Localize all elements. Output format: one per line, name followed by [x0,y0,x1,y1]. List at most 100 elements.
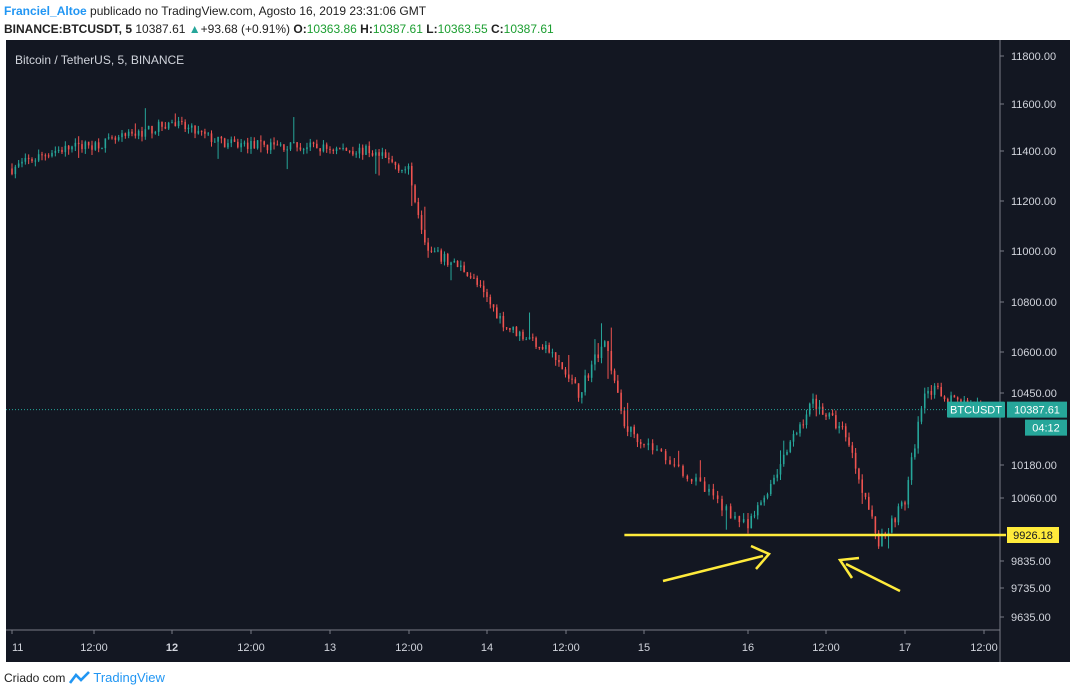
candle-body [841,426,844,428]
candle-body [686,475,689,479]
candle-body [190,125,193,128]
candle-body [496,307,498,319]
candle-body [329,148,331,150]
candle-body [617,380,619,393]
candle-body [381,152,384,156]
candle-body [194,125,196,134]
candle-body [184,121,186,130]
candle-body [127,131,130,136]
candle-body [858,468,860,480]
candle-body [21,161,23,164]
candle-body [266,144,269,151]
candle-body [607,341,609,352]
time-axis[interactable] [6,630,1000,662]
candle-body [111,137,113,139]
candle-body [417,202,420,216]
candle-body [213,141,216,143]
candle-body [716,495,719,499]
candle-body [237,141,239,148]
annotation-arrows[interactable] [662,544,901,593]
candle-body [355,153,357,155]
high-label: H: [360,22,373,36]
chart-svg[interactable]: Bitcoin / TetherUS, 5, BINANCE 11800.001… [6,40,1070,662]
candle-body [802,424,805,426]
publish-info: Franciel_Altoe publicado no TradingView.… [4,4,426,18]
candle-body [107,137,110,139]
candle-body [821,406,824,415]
candle-body [590,364,593,378]
candle-body [469,276,472,278]
candle-body [87,141,90,146]
candle-body [933,385,936,395]
y-tick-label: 9635.00 [1011,612,1051,624]
candle-body [812,398,814,404]
candle-body [243,142,246,144]
candle-body [769,483,772,495]
symbol-label: BINANCE:BTCUSDT, 5 [4,22,133,36]
candle-body [881,533,883,547]
candle-body [528,337,531,340]
candle-body [332,149,335,151]
candle-body [137,130,140,136]
candle-body [763,497,766,503]
candle-body [273,142,275,145]
candle-body [378,152,380,156]
ohlc-line: BINANCE:BTCUSDT, 5 10387.61 ▲+93.68 (+0.… [4,22,554,36]
candle-body [302,149,305,151]
chart-area[interactable]: Bitcoin / TetherUS, 5, BINANCE 11800.00 1… [6,40,1070,662]
candle-body [220,136,223,139]
candle-body [391,159,393,162]
candle-body [786,451,788,455]
candle-body [509,327,511,330]
candle-body [897,506,900,523]
candle-body [200,130,203,132]
candle-body [430,250,433,252]
candle-body [358,147,361,154]
y-tick-label: 10600.00 [1011,347,1057,359]
candle-body [651,443,654,451]
publish-text: publicado no TradingView.com, Agosto 16,… [86,4,427,18]
candle-body [427,242,429,251]
candle-body [729,506,732,519]
candle-body [384,152,387,158]
candle-body [289,142,292,150]
candle-body [831,413,834,416]
low-label: L: [426,22,438,36]
support-tag-text: 9926.18 [1013,530,1053,542]
x-tick-label: 13 [324,642,336,654]
candle-body [505,327,508,329]
tradingview-brand[interactable]: TradingView [93,670,165,685]
candle-body [545,345,547,350]
x-tick-label: 11 [12,642,23,654]
candle-body [207,133,210,135]
candle-body [187,127,190,130]
candle-body [345,148,348,151]
candle-body [283,144,285,151]
candle-body [600,346,603,359]
y-tick-label: 11000.00 [1011,246,1056,258]
candle-body [210,133,213,142]
candle-body [479,284,482,286]
y-tick-label: 11600.00 [1011,99,1056,111]
author-link[interactable]: Franciel_Altoe [4,4,87,18]
candle-body [117,137,120,140]
candle-body [269,142,272,151]
candle-body [11,168,13,175]
candle-body [17,163,20,167]
candle-body [167,122,170,129]
candle-body [904,502,906,505]
candle-body [815,398,818,410]
candle-body [548,345,550,353]
candle-body [782,454,785,465]
y-tick-label: 11200.00 [1011,196,1056,208]
candle-body [854,452,857,469]
last-price-tag [1007,401,1067,418]
candle-body [828,413,831,417]
price-axis[interactable] [1000,40,1070,662]
candle-body [664,451,667,461]
candle-body [410,165,413,186]
candle-body [322,144,325,152]
candle-body [401,170,403,172]
candle-body [950,395,952,403]
candle-body [407,165,410,170]
